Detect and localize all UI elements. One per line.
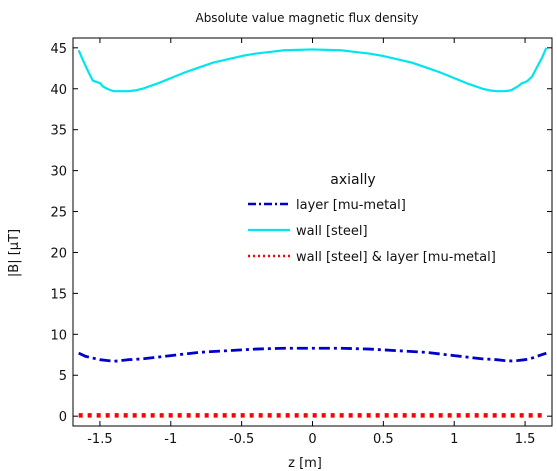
ticks-layer: -1.5 -1 -0.5 0 0.5 1 1.5 0 5 10 15 20 25 30 35 40 45 — [50, 38, 552, 447]
legend: axially layer [mu-metal] wall [steel] wall… — [236, 164, 534, 292]
series-line-1 — [77, 47, 548, 93]
x-tick-label: 1 — [450, 432, 458, 447]
y-tick-label: 5 — [59, 369, 67, 384]
legend-label-1: wall [steel] — [296, 224, 368, 239]
legend-entries: layer [mu-metal] wall [steel] wall [steel]… — [248, 198, 496, 265]
y-tick-label: 40 — [50, 83, 67, 98]
legend-box — [236, 164, 534, 292]
y-tick-label: 0 — [59, 410, 67, 425]
chart-title: Absolute value magnetic flux density — [195, 11, 418, 25]
y-tick-label: 15 — [50, 287, 67, 302]
x-tick-label: -1 — [164, 432, 177, 447]
series-layer — [77, 47, 548, 418]
y-tick-label: 35 — [50, 124, 67, 139]
y-tick-label: 45 — [50, 42, 67, 57]
x-tick-label: 0 — [308, 432, 316, 447]
legend-label-0: layer [mu-metal] — [296, 198, 406, 213]
y-tick-label: 10 — [50, 328, 67, 343]
x-tick-label: 1.5 — [515, 432, 536, 447]
y-axis-label: |B| [µT] — [7, 229, 22, 277]
x-axis-label: z [m] — [288, 456, 322, 471]
y-tick-label: 25 — [50, 206, 67, 221]
x-tick-label: 0.5 — [373, 432, 394, 447]
legend-title: axially — [330, 172, 375, 188]
y-tick-label: 20 — [50, 246, 67, 261]
legend-label-2: wall [steel] & layer [mu-metal] — [296, 250, 496, 265]
x-tick-label: -0.5 — [229, 432, 254, 447]
x-tick-label: -1.5 — [87, 432, 112, 447]
series-line-0 — [78, 346, 547, 363]
y-tick-label: 30 — [50, 165, 67, 180]
